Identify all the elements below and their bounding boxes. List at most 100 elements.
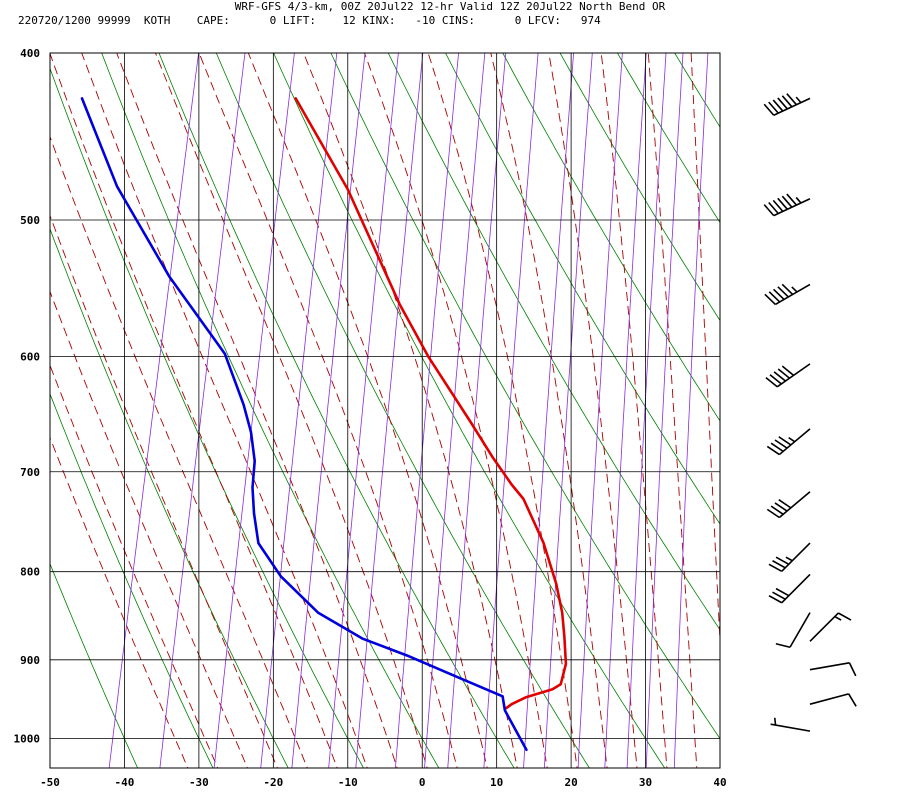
wind-barb-feather <box>764 293 776 306</box>
moist-adiabat-line <box>690 53 720 650</box>
wind-barb-feather <box>847 693 857 707</box>
wind-barb-staff <box>809 693 849 705</box>
temperature-profile <box>294 97 568 710</box>
wind-barb-feather <box>848 662 857 677</box>
wind-barb-feather <box>773 371 786 382</box>
wind-barb-feather <box>772 99 784 112</box>
wind-barb-feather <box>772 560 786 569</box>
wind-barb-feather <box>770 442 784 453</box>
wind-barb-half-feather <box>791 286 798 293</box>
wind-barb <box>763 93 811 116</box>
x-tick-label: 0 <box>419 776 426 789</box>
wind-barb-feather <box>766 445 780 456</box>
dry-adiabat-line <box>50 392 214 768</box>
wind-barb-feather <box>763 103 775 116</box>
mixing-ratio-line <box>604 53 647 768</box>
dry-adiabat-line <box>50 227 289 768</box>
y-tick-label: 700 <box>20 466 40 479</box>
moist-adiabat-line <box>363 53 548 768</box>
dry-adiabat-line <box>158 53 515 768</box>
wind-barb <box>775 612 811 649</box>
wind-barb-feather <box>781 95 793 108</box>
moist-adiabat-line <box>50 135 308 768</box>
moist-adiabat-line <box>50 436 189 768</box>
mixing-ratio-line <box>355 53 424 768</box>
wind-barb <box>763 193 811 217</box>
wind-barb-feather <box>778 436 792 446</box>
y-tick-label: 400 <box>20 47 40 60</box>
wind-barb <box>809 693 857 707</box>
dry-adiabat-line <box>50 562 139 768</box>
dry-adiabat-line <box>891 34 900 775</box>
wind-barb <box>809 612 852 642</box>
y-tick-label: 900 <box>20 654 40 667</box>
x-tick-label: -50 <box>40 776 60 789</box>
wind-barb-feather <box>768 101 779 114</box>
wind-barb-half-feather <box>795 196 802 204</box>
mixing-ratio-line <box>543 53 593 768</box>
x-tick-label: 40 <box>713 776 726 789</box>
wind-barb-feather <box>768 563 783 573</box>
wind-barb-feather <box>772 199 784 212</box>
wind-barb-staff <box>778 491 811 519</box>
wind-barb-feather <box>769 374 782 385</box>
profile-traces <box>80 97 568 752</box>
wind-barb-feather <box>775 587 790 597</box>
wind-barb-staff <box>809 661 850 671</box>
wind-barb-feather <box>778 499 792 509</box>
wind-barb-feather <box>766 508 780 519</box>
background-lines <box>50 34 900 775</box>
mixing-ratio-line <box>108 53 200 768</box>
y-tick-label: 1000 <box>14 733 41 746</box>
dry-adiabat-line <box>273 53 666 768</box>
moist-adiabat-line <box>303 53 518 768</box>
wind-barb-staff <box>809 612 839 642</box>
wind-barb-half-feather <box>773 717 777 726</box>
moist-adiabat-line <box>600 53 668 768</box>
tick-labels: -50 -40 -30 -20 -10 0 10 20 30 40 400 500 600 700 800 9… <box>14 47 727 789</box>
wind-barb-feather <box>772 288 785 301</box>
dry-adiabat-line <box>330 53 720 740</box>
dry-adiabat-line <box>387 53 720 631</box>
x-tick-label: -30 <box>189 776 209 789</box>
moist-adiabat-line <box>490 53 608 768</box>
moist-adiabat-line <box>548 53 638 768</box>
mixing-ratio-line <box>577 53 623 768</box>
dry-adiabat-line <box>559 53 720 322</box>
mixing-ratio-line <box>213 53 295 768</box>
wind-barb-half-feather <box>788 436 796 443</box>
station-indices-line: 220720/1200 99999 KOTH CAPE: 0 LIFT: 12 … <box>18 14 601 27</box>
x-tick-label: 10 <box>490 776 503 789</box>
wind-barb-feather <box>768 594 783 604</box>
wind-barb-half-feather <box>834 615 842 621</box>
wind-barb-feather <box>777 368 791 379</box>
wind-barb <box>809 661 857 677</box>
wind-barb-feather <box>781 365 795 376</box>
wind-barb-feather <box>768 201 779 215</box>
wind-barb-feather <box>765 376 778 388</box>
dry-adiabat-line <box>445 53 720 525</box>
mixing-ratio-line <box>447 53 507 768</box>
moist-adiabat-line <box>81 53 368 768</box>
chart-title: WRF-GFS 4/3-km, 00Z 20Jul22 12-hr Valid … <box>234 0 666 13</box>
wind-barb-feather <box>781 283 794 296</box>
wind-barb-staff <box>789 612 811 648</box>
wind-barb-column <box>763 93 857 732</box>
wind-barb <box>768 573 811 604</box>
dry-adiabat-line <box>101 53 440 768</box>
y-tick-label: 800 <box>20 566 40 579</box>
wind-barb-half-feather <box>795 96 802 104</box>
moist-adiabat-line <box>50 364 219 768</box>
dry-adiabat-line <box>720 34 900 775</box>
dewpoint-profile <box>80 97 528 752</box>
wind-barb-half-feather <box>785 556 793 562</box>
wind-barb <box>765 363 811 388</box>
wind-barb-feather <box>777 286 789 298</box>
wind-barb-feather <box>763 204 775 217</box>
moist-adiabat-line <box>647 53 698 768</box>
wind-barb-feather <box>768 291 781 303</box>
moist-adiabat-line <box>50 290 248 768</box>
dry-adiabat-line <box>215 53 590 768</box>
x-tick-label: -40 <box>115 776 135 789</box>
